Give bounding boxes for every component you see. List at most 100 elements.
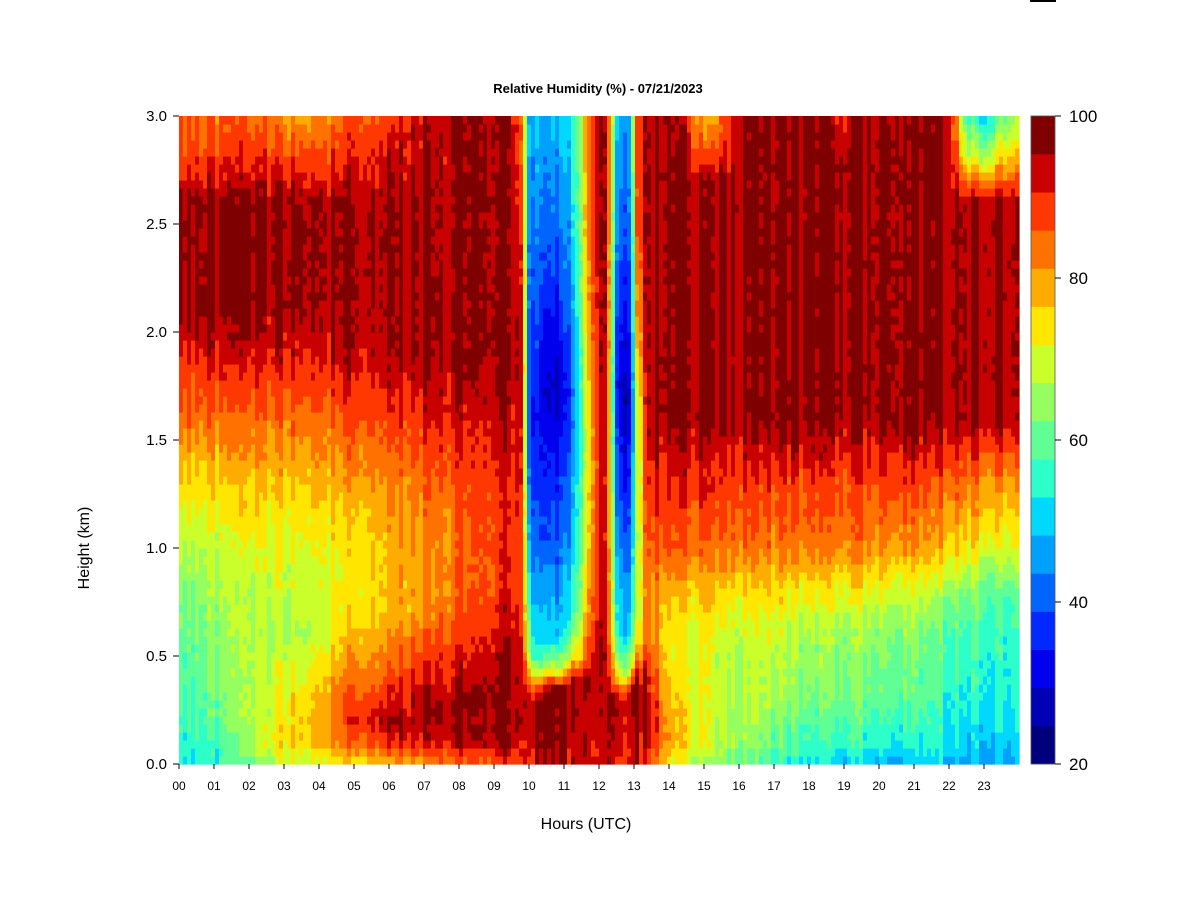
heatmap-cell xyxy=(323,228,328,237)
heatmap-cell xyxy=(319,196,324,205)
heatmap-cell xyxy=(375,460,380,469)
heatmap-cell xyxy=(191,468,196,477)
heatmap-cell xyxy=(351,652,356,661)
heatmap-cell xyxy=(303,500,308,509)
heatmap-cell xyxy=(351,364,356,373)
heatmap-cell xyxy=(339,596,344,605)
heatmap-cell xyxy=(275,388,280,397)
heatmap-cell xyxy=(275,420,280,429)
heatmap-cell xyxy=(347,644,352,653)
heatmap-cell xyxy=(239,172,244,181)
heatmap-cell xyxy=(399,492,404,501)
heatmap-cell xyxy=(295,532,300,541)
heatmap-cell xyxy=(359,236,364,245)
heatmap-cell xyxy=(411,684,416,693)
heatmap-cell xyxy=(255,396,260,405)
heatmap-cell xyxy=(311,340,316,349)
heatmap-cell xyxy=(195,516,200,525)
heatmap-cell xyxy=(267,740,272,749)
heatmap-cell xyxy=(231,148,236,157)
heatmap-cell xyxy=(331,428,336,437)
heatmap-cell xyxy=(359,500,364,509)
heatmap-cell xyxy=(191,532,196,541)
heatmap-cell xyxy=(299,140,304,149)
heatmap-cell xyxy=(379,428,384,437)
heatmap-cell xyxy=(419,492,424,501)
heatmap-cell xyxy=(187,252,192,261)
heatmap-cell xyxy=(247,252,252,261)
heatmap-cell xyxy=(387,492,392,501)
heatmap-cell xyxy=(227,388,232,397)
heatmap-cell xyxy=(307,268,312,277)
heatmap-cell xyxy=(403,444,408,453)
heatmap-cell xyxy=(203,260,208,269)
heatmap-cell xyxy=(263,460,268,469)
heatmap-cell xyxy=(291,116,296,125)
heatmap-cell xyxy=(395,532,400,541)
heatmap-cell xyxy=(195,188,200,197)
heatmap-cell xyxy=(211,276,216,285)
heatmap-cell xyxy=(239,708,244,717)
heatmap-cell xyxy=(319,532,324,541)
heatmap-cell xyxy=(235,116,240,125)
heatmap-cell xyxy=(335,332,340,341)
heatmap-cell xyxy=(395,756,400,765)
heatmap-cell xyxy=(335,124,340,133)
heatmap-cell xyxy=(375,732,380,741)
heatmap-cell xyxy=(223,492,228,501)
heatmap-cell xyxy=(247,204,252,213)
heatmap-cell xyxy=(183,444,188,453)
heatmap-cell xyxy=(211,636,216,645)
heatmap-cell xyxy=(359,364,364,373)
heatmap-cell xyxy=(235,652,240,661)
heatmap-cell xyxy=(199,748,204,757)
heatmap-cell xyxy=(211,356,216,365)
heatmap-cell xyxy=(347,580,352,589)
heatmap-cell xyxy=(323,372,328,381)
heatmap-cell xyxy=(391,292,396,301)
heatmap-cell xyxy=(275,340,280,349)
heatmap-cell xyxy=(307,356,312,365)
heatmap-cell xyxy=(347,732,352,741)
heatmap-cell xyxy=(331,220,336,229)
heatmap-cell xyxy=(311,436,316,445)
heatmap-cell xyxy=(251,292,256,301)
heatmap-cell xyxy=(203,204,208,213)
heatmap-cell xyxy=(223,356,228,365)
heatmap-cell xyxy=(307,284,312,293)
heatmap-cell xyxy=(319,276,324,285)
heatmap-cell xyxy=(343,412,348,421)
heatmap-cell xyxy=(183,420,188,429)
heatmap-cell xyxy=(419,564,424,573)
heatmap-cell xyxy=(423,532,428,541)
heatmap-cell xyxy=(203,188,208,197)
heatmap-cell xyxy=(379,412,384,421)
heatmap-cell xyxy=(403,748,408,757)
heatmap-cell xyxy=(231,740,236,749)
heatmap-cell xyxy=(387,420,392,429)
heatmap-cell xyxy=(295,316,300,325)
heatmap-cell xyxy=(239,596,244,605)
heatmap-cell xyxy=(195,260,200,269)
heatmap-cell xyxy=(215,708,220,717)
heatmap-cell xyxy=(295,676,300,685)
heatmap-cell xyxy=(331,612,336,621)
heatmap-cell xyxy=(399,228,404,237)
heatmap-cell xyxy=(183,284,188,293)
heatmap-cell xyxy=(343,676,348,685)
heatmap-cell xyxy=(299,156,304,165)
heatmap-cell xyxy=(423,572,428,581)
heatmap-cell xyxy=(287,340,292,349)
heatmap-cell xyxy=(275,724,280,733)
heatmap-cell xyxy=(231,276,236,285)
heatmap-cell xyxy=(283,412,288,421)
heatmap-cell xyxy=(227,268,232,277)
heatmap-cell xyxy=(323,556,328,565)
heatmap-cell xyxy=(303,204,308,213)
heatmap-cell xyxy=(283,268,288,277)
heatmap-cell xyxy=(199,572,204,581)
heatmap-cell xyxy=(219,340,224,349)
heatmap-cell xyxy=(375,436,380,445)
heatmap-cell xyxy=(203,492,208,501)
heatmap-cell xyxy=(279,556,284,565)
